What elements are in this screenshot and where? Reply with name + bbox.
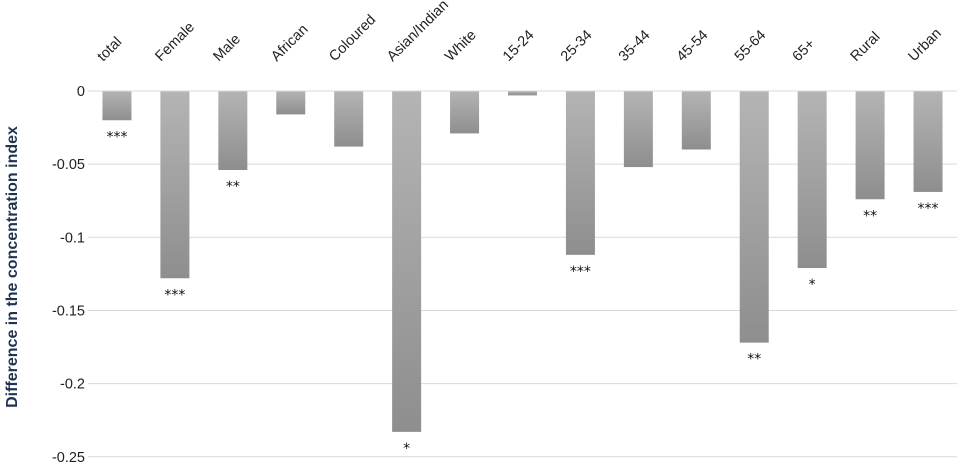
category-label: total: [94, 34, 125, 65]
bar-urban: [913, 91, 943, 192]
bar-65-: [797, 91, 827, 269]
category-label: 65+: [790, 36, 819, 65]
bar-coloured: [334, 91, 364, 147]
category-label: Asian/Indian: [384, 0, 452, 65]
y-tick-label: 0: [77, 84, 85, 100]
category-label: White: [442, 27, 480, 65]
category-label: 25-34: [558, 27, 596, 65]
bar-55-64: [739, 91, 769, 343]
significance-label: **: [863, 208, 877, 224]
y-axis-label: Difference in the concentration index: [4, 126, 21, 408]
significance-label: **: [747, 352, 761, 368]
bar-white: [450, 91, 480, 134]
significance-label: ***: [164, 287, 185, 303]
y-tick-label: -0.1: [60, 230, 85, 246]
bar-25-34: [565, 91, 595, 255]
significance-label: **: [226, 179, 240, 195]
bar-female: [160, 91, 190, 279]
category-label: 35-44: [616, 27, 654, 65]
significance-label: *: [809, 277, 816, 293]
category-label: Rural: [848, 29, 884, 65]
y-tick-label: -0.15: [52, 303, 85, 319]
significance-label: *: [403, 441, 410, 457]
category-label: 45-54: [674, 27, 712, 65]
category-label: Female: [152, 19, 198, 65]
y-tick-label: -0.2: [60, 377, 85, 393]
significance-labels: ***************** ***: [106, 129, 938, 457]
bar-15-24: [508, 91, 537, 96]
category-label: Male: [210, 31, 244, 65]
y-tick-labels: 0 -0.05 -0.1 -0.15 -0.2 -0.25: [52, 84, 85, 466]
bar-45-54: [681, 91, 711, 150]
significance-label: ***: [570, 264, 591, 280]
bar-asian-indian: [392, 91, 422, 432]
bar-male: [218, 91, 248, 171]
y-tick-label: -0.25: [52, 450, 85, 466]
bars: [102, 91, 943, 432]
bar-rural: [855, 91, 885, 200]
category-label: Coloured: [326, 12, 379, 65]
significance-label: ***: [918, 201, 939, 217]
y-tick-label: -0.05: [52, 157, 85, 173]
bar-35-44: [623, 91, 653, 168]
bar-total: [102, 91, 132, 121]
category-label: Urban: [906, 26, 945, 65]
category-label: African: [268, 22, 311, 65]
category-label: 55-64: [732, 27, 770, 65]
significance-label: ***: [106, 129, 127, 145]
bar-african: [276, 91, 306, 115]
category-labels: total Female Male African Coloured Asian/Indi…: [94, 0, 944, 65]
category-label: 15-24: [500, 27, 538, 65]
